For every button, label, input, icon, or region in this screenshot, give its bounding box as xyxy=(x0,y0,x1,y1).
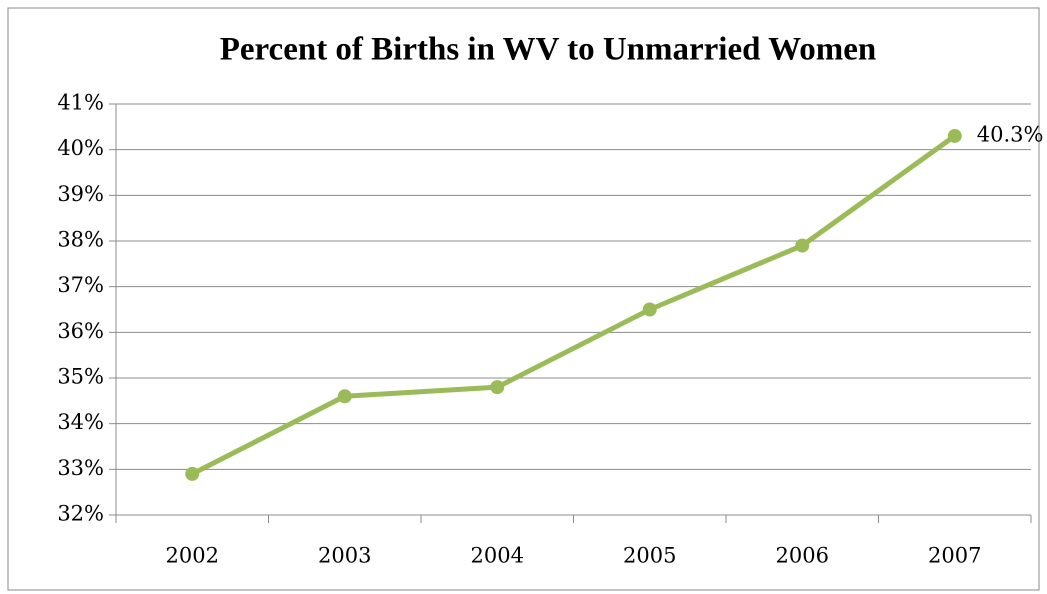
data-point xyxy=(185,466,200,481)
y-tick-label: 32% xyxy=(57,502,104,526)
x-tick-label: 2002 xyxy=(166,544,219,568)
x-tick-label: 2005 xyxy=(623,544,676,568)
data-point xyxy=(337,389,352,404)
y-tick-label: 34% xyxy=(57,410,104,434)
x-tick-label: 2007 xyxy=(928,544,981,568)
x-tick-label: 2006 xyxy=(776,544,829,568)
data-point xyxy=(795,238,810,253)
y-tick-label: 39% xyxy=(57,182,104,206)
y-tick-label: 37% xyxy=(57,273,104,297)
series-line xyxy=(191,133,957,477)
y-tick-label: 33% xyxy=(57,456,104,480)
data-point xyxy=(947,128,962,143)
y-tick-label: 40% xyxy=(57,136,104,160)
y-tick-label: 36% xyxy=(57,319,104,343)
y-tick-label: 38% xyxy=(57,228,104,252)
x-tick-label: 2003 xyxy=(318,544,371,568)
chart-title: Percent of Births in WV to Unmarried Wom… xyxy=(220,32,877,68)
y-tick-label: 41% xyxy=(57,91,104,115)
y-tick-label: 35% xyxy=(57,365,104,389)
data-point xyxy=(490,380,505,395)
data-point xyxy=(642,302,657,317)
chart-frame xyxy=(7,7,1040,591)
data-label: 40.3% xyxy=(977,122,1044,146)
x-tick-label: 2004 xyxy=(471,544,524,568)
